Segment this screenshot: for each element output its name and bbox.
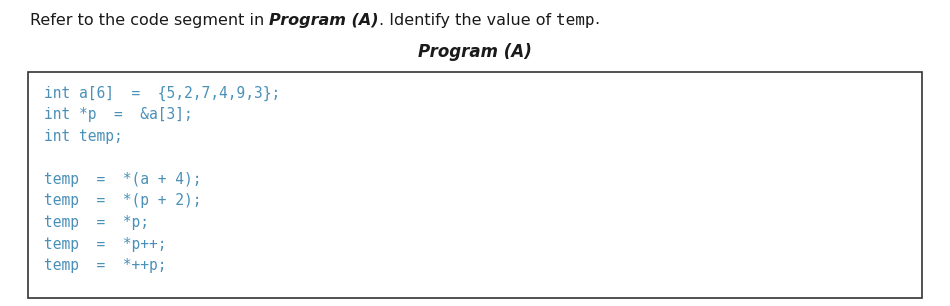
Text: .: . <box>595 13 599 28</box>
Text: Refer to the code segment in: Refer to the code segment in <box>30 13 270 28</box>
Text: Program (A): Program (A) <box>418 43 532 61</box>
Text: temp  =  *p;: temp = *p; <box>44 215 149 230</box>
Bar <box>28 72 922 298</box>
Text: temp  =  *(a + 4);: temp = *(a + 4); <box>44 172 201 187</box>
Text: temp  =  *++p;: temp = *++p; <box>44 258 166 273</box>
Text: Program (A): Program (A) <box>270 13 379 28</box>
Text: temp  =  *(p + 2);: temp = *(p + 2); <box>44 193 201 208</box>
Text: temp: temp <box>557 13 595 28</box>
Text: . Identify the value of: . Identify the value of <box>379 13 557 28</box>
Text: int *p  =  &a[3];: int *p = &a[3]; <box>44 107 193 122</box>
Text: temp  =  *p++;: temp = *p++; <box>44 237 166 252</box>
Text: int a[6]  =  {5,2,7,4,9,3};: int a[6] = {5,2,7,4,9,3}; <box>44 86 280 101</box>
Text: int temp;: int temp; <box>44 129 123 144</box>
